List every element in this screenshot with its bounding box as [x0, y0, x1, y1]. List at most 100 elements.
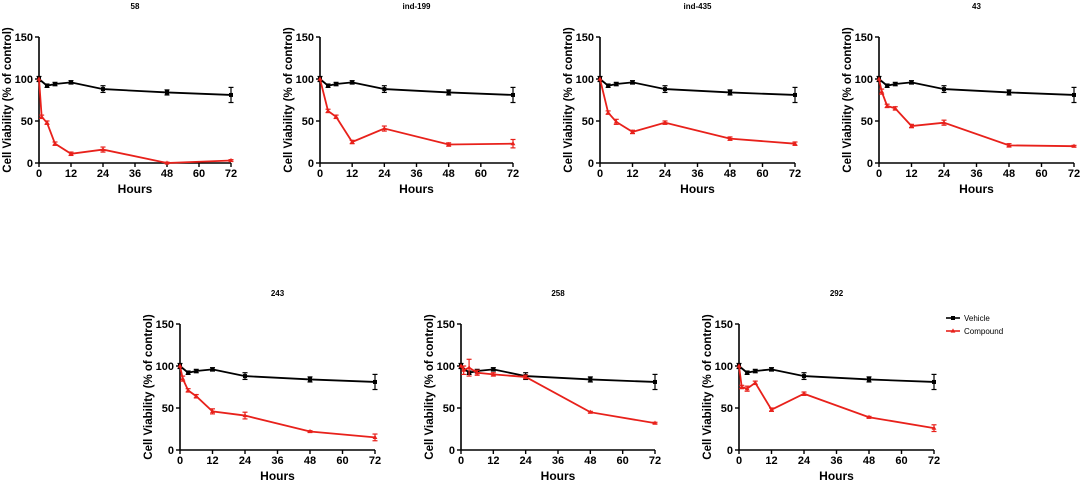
data-point: [446, 90, 451, 95]
y-tick-label: 0: [27, 158, 33, 170]
x-tick-label: 36: [271, 455, 283, 467]
data-point: [942, 87, 946, 92]
series-vehicle: [876, 75, 1077, 104]
data-point: [317, 76, 323, 81]
series-vehicle: [177, 362, 378, 391]
panel-258: 258 0 50 100 150 0 12 24 36 48 60 72 Hours Cell Viabi…: [424, 289, 661, 483]
x-axis-label: Hours: [541, 469, 576, 483]
x-tick-label: 48: [863, 455, 875, 467]
x-axis-label: Hours: [399, 182, 434, 196]
data-point: [210, 408, 215, 413]
series-vehicle: [458, 362, 658, 391]
data-point: [606, 83, 611, 88]
y-tick-label: 100: [437, 361, 455, 373]
data-point: [326, 83, 331, 88]
data-point: [101, 87, 105, 92]
x-tick-label: 48: [304, 455, 316, 467]
x-tick-label: 60: [1035, 168, 1047, 180]
data-point: [793, 92, 797, 97]
panel-243: 243 0 50 100 150 0 12 24 36 48 60 72 Hours Cell Viabi…: [143, 289, 381, 483]
data-point: [588, 377, 593, 382]
x-tick-label: 72: [1068, 168, 1080, 180]
data-point: [474, 370, 480, 375]
x-tick-label: 0: [736, 455, 742, 467]
series-line: [599, 78, 796, 96]
data-point: [652, 420, 658, 425]
x-tick-label: 24: [520, 455, 533, 467]
y-tick-label: 0: [727, 445, 733, 457]
panel-title: ind-435: [683, 2, 712, 11]
data-point: [753, 369, 758, 374]
data-point: [53, 82, 57, 87]
series-line: [179, 365, 376, 439]
data-point: [614, 82, 619, 87]
data-point: [490, 371, 496, 376]
panel-title: 258: [551, 289, 565, 298]
series-compound: [36, 76, 234, 165]
data-point: [511, 92, 515, 97]
data-point: [349, 139, 355, 144]
legend-vehicle-marker: [951, 316, 955, 320]
series-line: [179, 365, 376, 383]
data-point: [185, 387, 191, 392]
y-tick-label: 0: [867, 158, 873, 170]
data-point: [769, 407, 774, 412]
series-compound: [317, 76, 516, 149]
y-tick-label: 150: [15, 32, 33, 44]
data-point: [307, 428, 313, 434]
series-line: [38, 78, 232, 96]
x-tick-label: 72: [369, 455, 381, 467]
y-tick-label: 100: [715, 361, 733, 373]
x-tick-label: 36: [830, 455, 842, 467]
x-tick-label: 0: [458, 455, 464, 467]
y-axis-label: Cell Viability (% of control): [2, 27, 14, 173]
x-tick-label: 12: [905, 168, 917, 180]
data-point: [382, 87, 387, 92]
data-point: [931, 425, 937, 430]
data-point: [68, 151, 74, 156]
series-compound: [177, 363, 378, 442]
y-tick-label: 100: [855, 74, 873, 86]
data-point: [879, 89, 885, 94]
x-axis-label: Hours: [959, 182, 994, 196]
x-tick-label: 12: [346, 168, 358, 180]
data-point: [186, 370, 191, 375]
panel-43: 43 0 50 100 150 0 12 24 36 48 60 72 Hours Cell Viabil…: [842, 2, 1080, 196]
legend-compound-label: Compound: [964, 327, 1003, 336]
data-point: [242, 412, 248, 418]
x-tick-label: 24: [378, 168, 391, 180]
data-point: [69, 80, 73, 85]
data-point: [653, 379, 657, 384]
x-tick-label: 72: [649, 455, 661, 467]
data-point: [165, 90, 169, 95]
data-point: [876, 76, 882, 81]
y-tick-label: 150: [296, 32, 314, 44]
x-tick-label: 72: [225, 168, 237, 180]
data-point: [736, 363, 742, 368]
data-point: [727, 136, 733, 141]
y-tick-label: 0: [168, 445, 174, 457]
x-tick-label: 24: [97, 168, 110, 180]
data-point: [1006, 142, 1012, 147]
y-tick-label: 150: [156, 319, 174, 331]
x-tick-label: 48: [1003, 168, 1015, 180]
x-axis-label: Hours: [260, 469, 295, 483]
panel-title: 292: [830, 289, 844, 298]
x-tick-label: 48: [724, 168, 736, 180]
data-point: [605, 110, 611, 115]
x-tick-label: 60: [193, 168, 205, 180]
data-point: [909, 123, 914, 128]
x-tick-label: 48: [584, 455, 596, 467]
data-point: [333, 114, 339, 119]
data-point: [739, 384, 745, 389]
x-axis-label: Hours: [680, 182, 715, 196]
data-point: [510, 141, 516, 146]
y-tick-label: 50: [721, 403, 733, 415]
series-compound: [736, 363, 937, 433]
data-point: [1007, 90, 1011, 95]
data-point: [769, 367, 774, 372]
x-tick-label: 24: [239, 455, 252, 467]
x-tick-label: 0: [876, 168, 882, 180]
panel-58: 58 0 50 100 150 0 12 24 36 48 60 72 Hours Cell Viabil…: [2, 2, 237, 196]
data-point: [177, 363, 183, 368]
